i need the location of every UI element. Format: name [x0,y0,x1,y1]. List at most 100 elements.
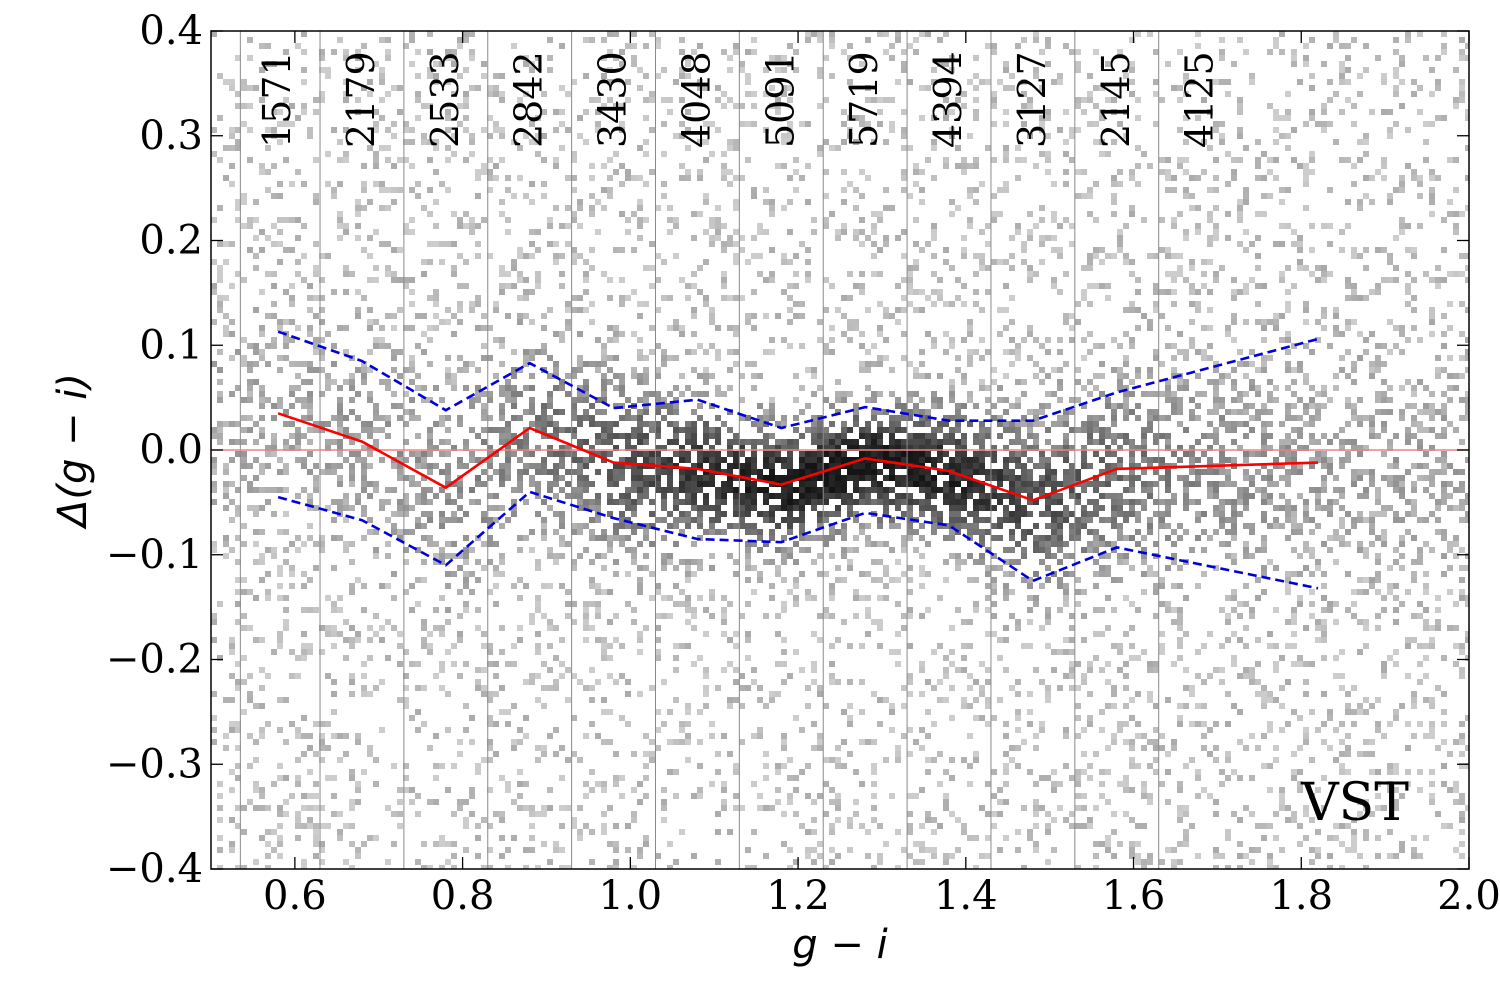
density-cell [535,427,541,433]
density-cell [1021,421,1027,427]
density-cell [841,535,847,541]
density-cell [481,757,487,763]
density-cell [631,61,637,67]
density-cell [367,277,373,283]
density-cell [1009,295,1015,301]
density-cell [1057,493,1063,499]
density-cell [595,121,601,127]
density-cell [1033,37,1039,43]
density-cell [721,175,727,181]
density-cell [397,499,403,505]
density-cell [595,97,601,103]
density-cell [547,481,553,487]
density-cell [1015,745,1021,751]
density-cell [1015,145,1021,151]
density-cell [961,301,967,307]
density-cell [331,49,337,55]
density-cell [1057,517,1063,523]
density-cell [853,205,859,211]
density-cell [955,97,961,103]
density-cell [499,463,505,469]
density-cell [613,523,619,529]
density-cell [931,529,937,535]
density-cell [445,553,451,559]
density-cell [1051,79,1057,85]
density-cell [247,379,253,385]
density-cell [445,787,451,793]
density-cell [847,547,853,553]
density-cell [409,217,415,223]
density-cell [319,55,325,61]
density-cell [733,499,739,505]
density-cell [625,43,631,49]
density-cell [289,295,295,301]
density-cell [883,571,889,577]
density-cell [859,433,865,439]
density-cell [583,259,589,265]
density-cell [943,499,949,505]
density-cell [643,625,649,631]
density-cell [817,691,823,697]
density-cell [745,637,751,643]
density-cell [277,775,283,781]
density-cell [565,241,571,247]
density-cell [397,475,403,481]
density-cell [595,397,601,403]
density-cell [895,307,901,313]
density-cell [355,211,361,217]
density-cell [307,439,313,445]
density-cell [715,505,721,511]
density-cell [667,613,673,619]
density-cell [241,613,247,619]
density-cell [913,439,919,445]
density-cell [517,277,523,283]
density-cell [865,367,871,373]
density-cell [427,49,433,55]
density-cell [445,79,451,85]
density-cell [583,439,589,445]
density-cell [445,619,451,625]
density-cell [1033,463,1039,469]
density-cell [829,325,835,331]
density-cell [331,415,337,421]
density-cell [427,799,433,805]
density-cell [1009,547,1015,553]
density-cell [949,757,955,763]
density-cell [691,433,697,439]
density-cell [619,379,625,385]
density-cell [829,433,835,439]
density-cell [901,415,907,421]
density-cell [487,721,493,727]
density-cell [457,553,463,559]
density-cell [343,427,349,433]
density-cell [289,181,295,187]
density-cell [787,259,793,265]
density-cell [991,91,997,97]
density-cell [925,409,931,415]
density-cell [643,265,649,271]
density-cell [391,313,397,319]
density-cell [397,349,403,355]
density-cell [775,571,781,577]
density-cell [901,457,907,463]
density-cell [751,91,757,97]
density-cell [451,571,457,577]
density-cell [721,103,727,109]
density-cell [871,361,877,367]
density-cell [919,397,925,403]
density-cell [547,667,553,673]
density-cell [751,679,757,685]
density-cell [961,523,967,529]
density-cell [415,343,421,349]
density-cell [631,31,637,37]
density-cell [235,271,241,277]
density-cell [517,535,523,541]
density-cell [883,235,889,241]
density-cell [619,493,625,499]
density-cell [463,703,469,709]
density-cell [775,787,781,793]
density-cell [1015,619,1021,625]
density-cell [775,565,781,571]
density-cell [1069,49,1075,55]
density-cell [217,601,223,607]
